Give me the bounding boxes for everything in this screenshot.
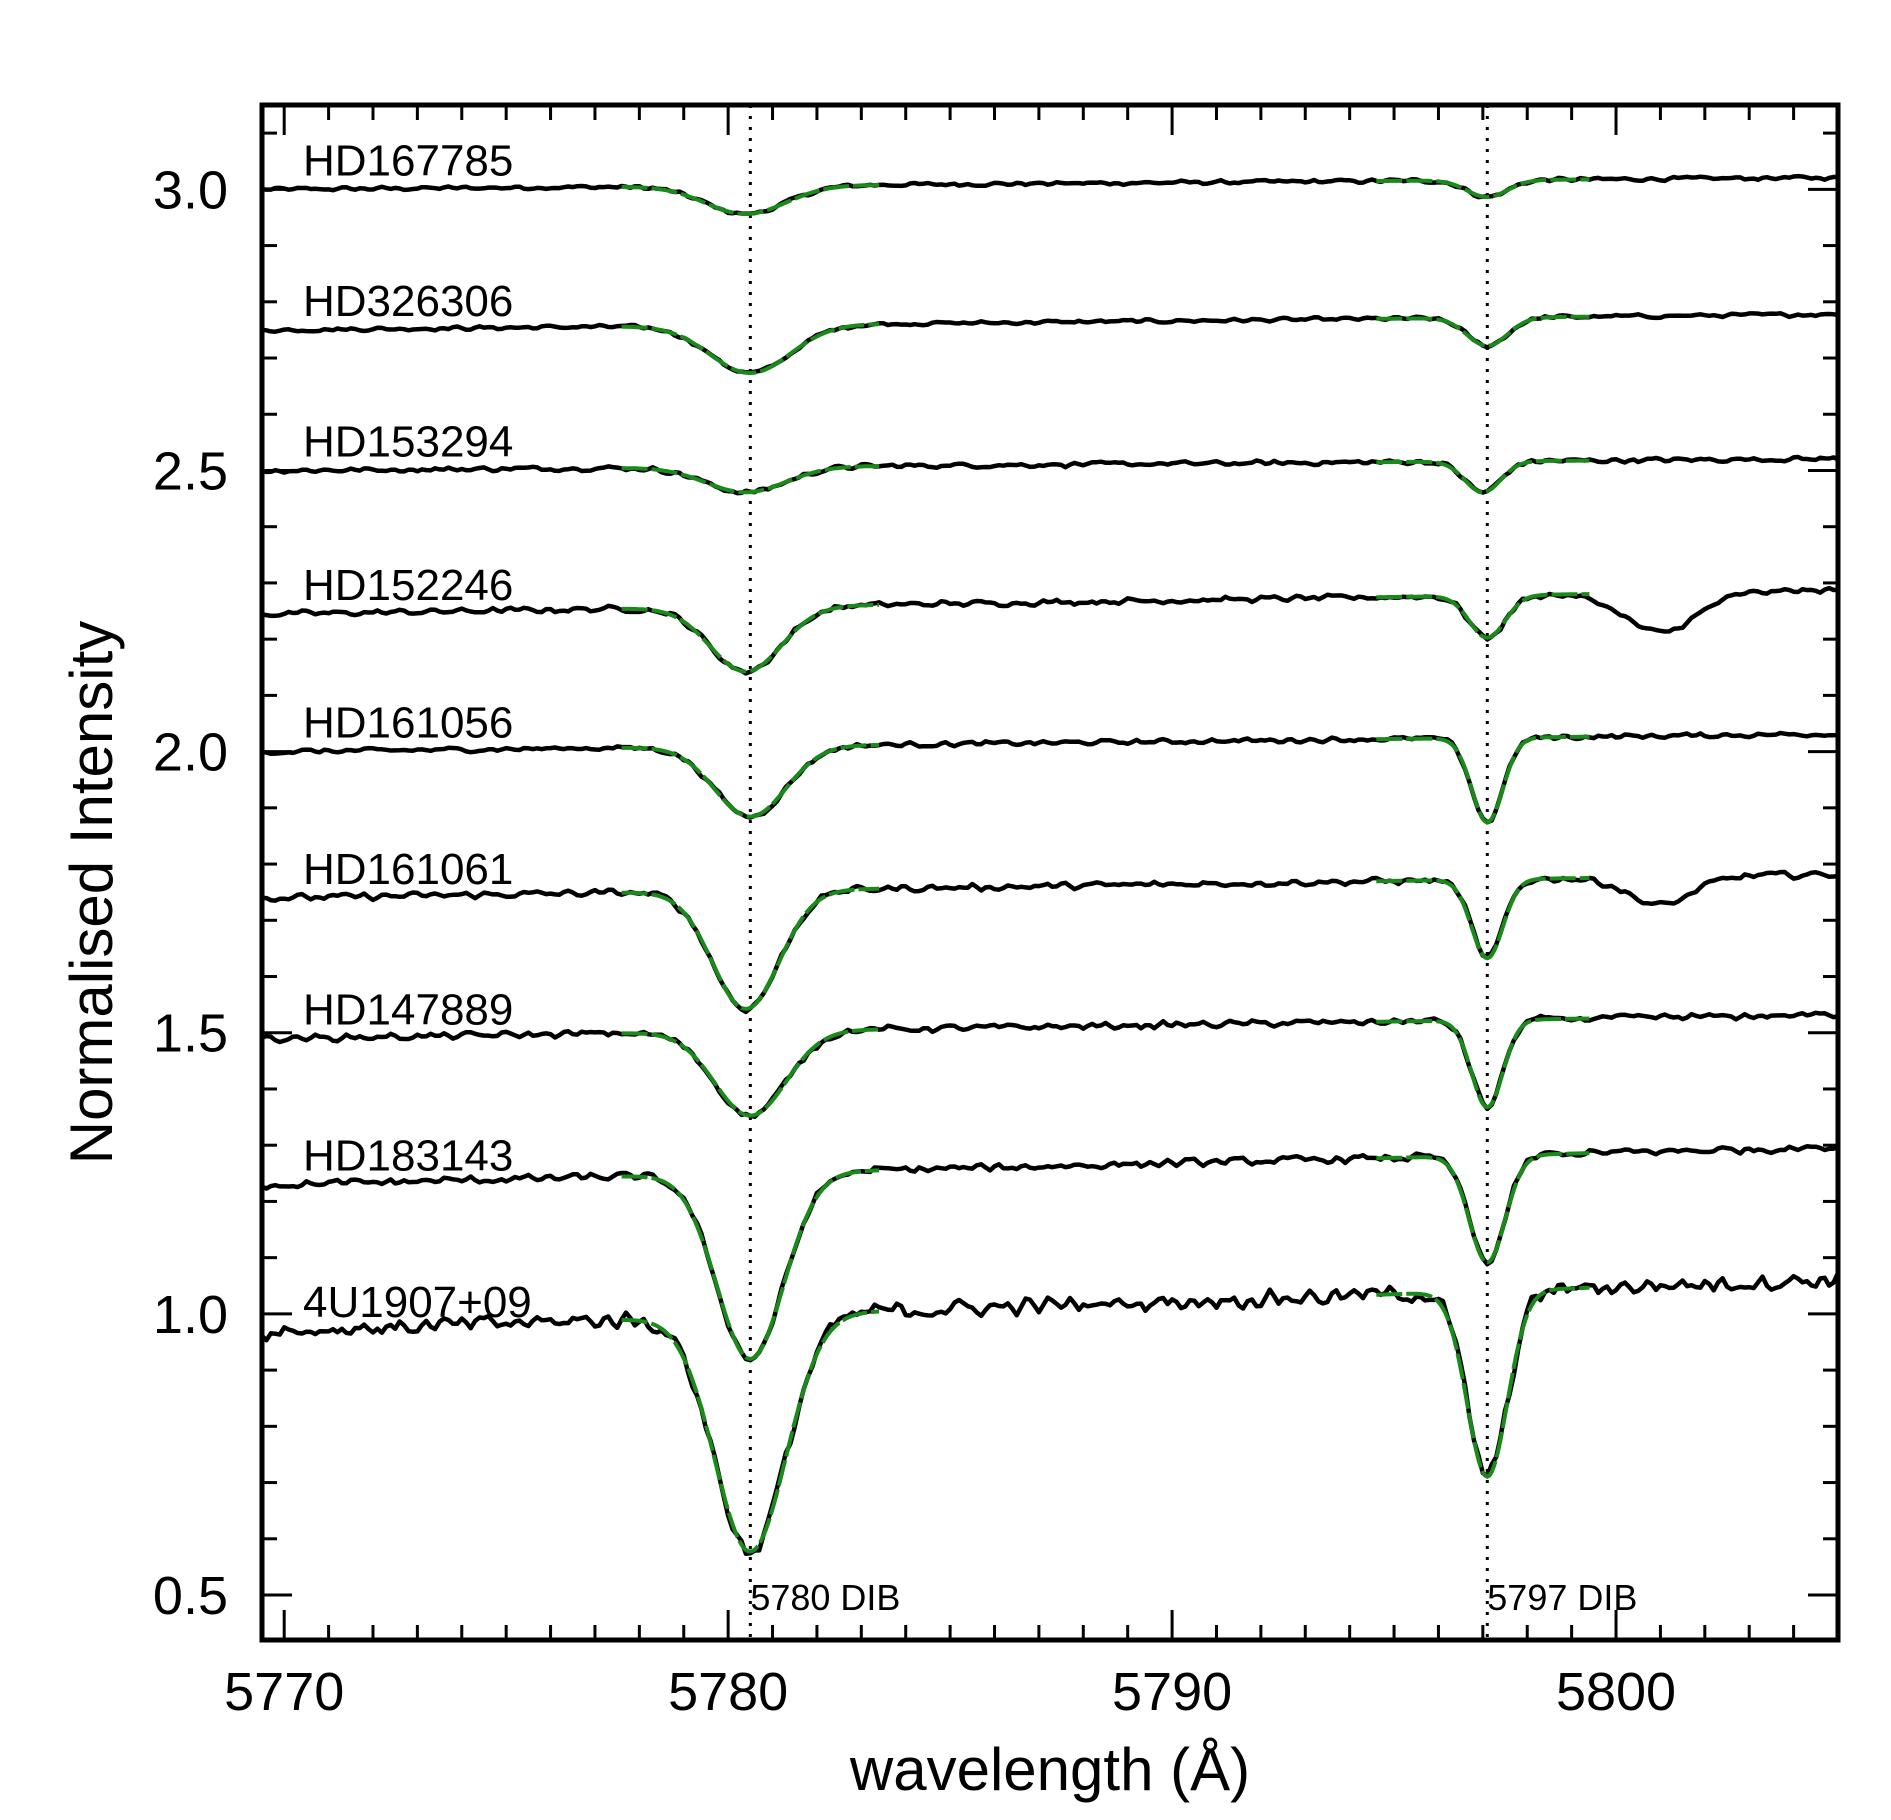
- y-tick-label: 1.0: [153, 1285, 228, 1345]
- dib-label: 5797 DIB: [1487, 1577, 1637, 1618]
- y-tick-label: 0.5: [153, 1566, 228, 1626]
- gaussian-fit-line: [1376, 458, 1590, 495]
- gaussian-fit-line: [1376, 734, 1590, 825]
- dib-label: 5780 DIB: [750, 1577, 900, 1618]
- series-label: HD326306: [303, 277, 513, 326]
- gaussian-fit-line: [621, 886, 880, 1011]
- x-tick-label: 5770: [224, 1662, 344, 1722]
- gaussian-fit-line: [621, 464, 880, 495]
- series-label: HD152246: [303, 561, 513, 610]
- gaussian-fit-line: [621, 182, 880, 216]
- gaussian-fit-line: [1376, 1016, 1590, 1110]
- gaussian-fit-line: [1376, 177, 1590, 200]
- series-label: HD161056: [303, 699, 513, 748]
- gaussian-fit-line: [621, 1168, 880, 1361]
- y-tick-label: 2.5: [153, 441, 228, 501]
- plot-frame: [259, 102, 1841, 1643]
- series-label: HD167785: [303, 136, 513, 185]
- x-tick-label: 5800: [1556, 1662, 1676, 1722]
- gaussian-fit-line: [621, 322, 880, 376]
- gaussian-fit-line: [621, 602, 880, 674]
- series-label: HD147889: [303, 985, 513, 1034]
- series-label: HD153294: [303, 417, 513, 466]
- series-label: HD183143: [303, 1132, 513, 1181]
- gaussian-fit-line: [621, 1027, 880, 1118]
- gaussian-fit-line: [621, 1309, 880, 1554]
- y-tick-label: 2.0: [153, 723, 228, 783]
- spectrum-line: [261, 585, 1839, 676]
- gaussian-fit-line: [1376, 592, 1590, 640]
- y-tick-label: 1.5: [153, 1004, 228, 1064]
- series-label: HD161061: [303, 845, 513, 894]
- gaussian-fit-line: [1376, 1151, 1590, 1265]
- series-label: 4U1907+09: [303, 1278, 532, 1327]
- x-tick-label: 5790: [1112, 1662, 1232, 1722]
- gaussian-fit-line: [1376, 876, 1590, 961]
- y-axis-title: Normalised Intensity: [58, 621, 125, 1165]
- y-tick-label: 3.0: [153, 160, 228, 220]
- gaussian-fit-line: [621, 742, 880, 819]
- x-axis-title: wavelength (Å): [849, 1736, 1250, 1803]
- gaussian-fit-line: [1376, 1285, 1590, 1479]
- spectrum-line: [260, 1272, 1841, 1557]
- gaussian-fit-line: [1376, 314, 1590, 348]
- x-tick-label: 5780: [668, 1662, 788, 1722]
